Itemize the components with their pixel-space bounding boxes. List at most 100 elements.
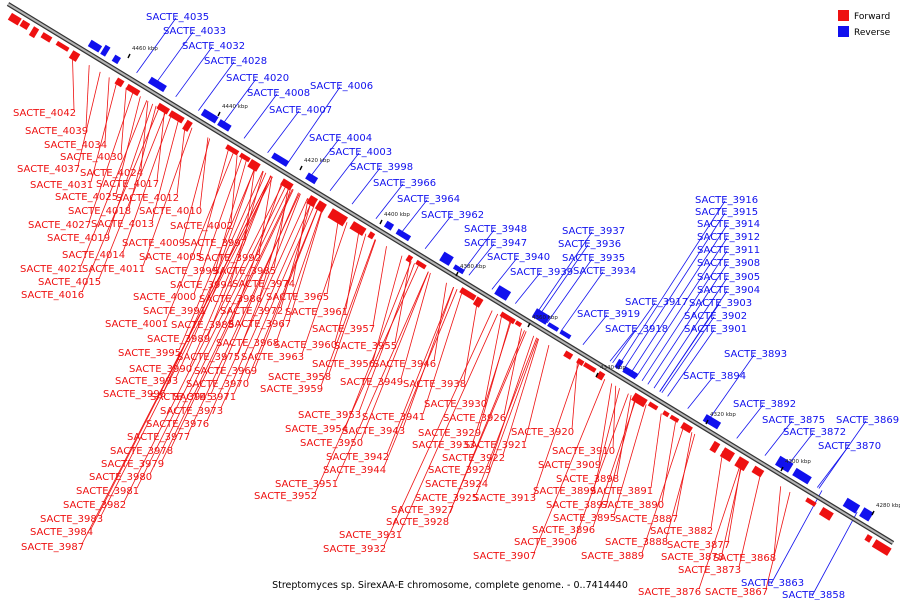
forward-leader-line bbox=[156, 110, 165, 182]
forward-gene-feature bbox=[28, 26, 40, 39]
reverse-gene-label: SACTE_3934 bbox=[573, 266, 636, 277]
forward-gene-label: SACTE_3882 bbox=[650, 526, 713, 537]
forward-leader-line bbox=[187, 193, 300, 435]
scale-tick-mark bbox=[527, 322, 531, 328]
reverse-leader-line bbox=[286, 86, 341, 165]
scale-tick-mark bbox=[595, 372, 599, 378]
forward-gene-label: SACTE_3889 bbox=[581, 551, 644, 562]
forward-leader-line bbox=[178, 166, 256, 351]
forward-gene-label: SACTE_4009 bbox=[122, 238, 185, 249]
reverse-leader-line bbox=[154, 31, 194, 85]
forward-leader-line bbox=[115, 96, 141, 195]
forward-gene-label: SACTE_3931 bbox=[339, 530, 402, 541]
forward-leader-line bbox=[721, 462, 743, 555]
forward-gene-feature bbox=[514, 320, 523, 328]
forward-gene-label: SACTE_3982 bbox=[63, 500, 126, 511]
reverse-leader-line bbox=[462, 229, 495, 272]
forward-gene-label: SACTE_3975 bbox=[177, 352, 240, 363]
forward-gene-label: SACTE_3972 bbox=[220, 306, 283, 317]
reverse-gene-feature bbox=[702, 414, 722, 430]
forward-leader-line bbox=[402, 286, 455, 429]
reverse-gene-feature bbox=[547, 322, 560, 332]
forward-gene-feature bbox=[168, 110, 185, 124]
reverse-leader-line bbox=[736, 404, 764, 439]
forward-gene-feature bbox=[576, 358, 585, 366]
forward-leader-line bbox=[650, 413, 662, 489]
forward-gene-feature bbox=[306, 195, 318, 208]
forward-leader-line bbox=[104, 77, 110, 143]
reverse-gene-feature bbox=[614, 358, 624, 370]
forward-gene-label: SACTE_3891 bbox=[590, 486, 653, 497]
forward-leader-line bbox=[502, 338, 539, 456]
forward-legend-swatch bbox=[838, 10, 849, 21]
forward-gene-label: SACTE_3887 bbox=[615, 514, 678, 525]
forward-gene-label: SACTE_4037 bbox=[17, 164, 80, 175]
forward-gene-label: SACTE_3910 bbox=[552, 446, 615, 457]
forward-gene-label: SACTE_3984 bbox=[30, 527, 93, 538]
reverse-leader-line bbox=[707, 354, 755, 422]
reverse-gene-feature bbox=[452, 264, 465, 275]
scale-tick-label: 4460 kbp bbox=[132, 46, 158, 52]
reverse-gene-label: SACTE_3875 bbox=[762, 415, 825, 426]
forward-gene-feature bbox=[805, 497, 817, 507]
reverse-gene-label: SACTE_3863 bbox=[741, 578, 804, 589]
reverse-leader-line bbox=[424, 215, 452, 249]
forward-gene-feature bbox=[280, 178, 294, 191]
forward-gene-label: SACTE_3986 bbox=[199, 294, 262, 305]
reverse-gene-label: SACTE_3964 bbox=[397, 194, 460, 205]
forward-legend-label: Forward bbox=[854, 12, 890, 22]
forward-leader-line bbox=[488, 335, 535, 468]
forward-gene-feature bbox=[68, 50, 81, 62]
reverse-gene-feature bbox=[200, 108, 219, 124]
reverse-leader-line bbox=[198, 61, 235, 111]
reverse-gene-feature bbox=[622, 366, 639, 380]
reverse-leader-line bbox=[308, 138, 340, 179]
forward-leader-line bbox=[399, 313, 499, 533]
forward-leader-line bbox=[320, 239, 376, 387]
forward-gene-label: SACTE_3895 bbox=[553, 513, 616, 524]
forward-gene-label: SACTE_3920 bbox=[511, 427, 574, 438]
forward-gene-label: SACTE_3970 bbox=[186, 379, 249, 390]
scale-tick-mark bbox=[780, 466, 784, 472]
forward-leader-line bbox=[142, 127, 193, 267]
forward-gene-label: SACTE_3927 bbox=[391, 505, 454, 516]
forward-gene-label: SACTE_3877 bbox=[667, 540, 730, 551]
reverse-gene-label: SACTE_4008 bbox=[247, 88, 310, 99]
forward-gene-feature bbox=[247, 159, 261, 172]
reverse-leader-line bbox=[537, 244, 589, 318]
forward-leader-line bbox=[80, 100, 148, 267]
reverse-gene-label: SACTE_4020 bbox=[226, 73, 289, 84]
forward-gene-label: SACTE_3988 bbox=[171, 320, 234, 331]
forward-gene-label: SACTE_3967 bbox=[228, 319, 291, 330]
reverse-gene-label: SACTE_3998 bbox=[350, 162, 413, 173]
forward-leader-line bbox=[207, 175, 271, 337]
forward-gene-label: SACTE_3946 bbox=[373, 359, 436, 370]
forward-leader-line bbox=[422, 292, 463, 415]
genome-caption: Streptomyces sp. SirexAA-E chromosome, c… bbox=[272, 580, 628, 591]
forward-gene-label: SACTE_3958 bbox=[268, 372, 331, 383]
reverse-leader-line bbox=[667, 329, 715, 397]
forward-gene-label: SACTE_3878 bbox=[661, 552, 724, 563]
forward-gene-label: SACTE_3981 bbox=[76, 486, 139, 497]
forward-leader-line bbox=[165, 152, 234, 322]
forward-gene-feature bbox=[864, 534, 873, 543]
scale-tick-label: 4300 kbp bbox=[785, 459, 811, 465]
scale-tick-label: 4380 kbp bbox=[460, 264, 486, 270]
scale-tick-mark bbox=[705, 419, 709, 425]
forward-gene-label: SACTE_3995 bbox=[118, 348, 181, 359]
forward-gene-label: SACTE_4031 bbox=[30, 180, 93, 191]
forward-gene-feature bbox=[7, 12, 22, 26]
reverse-leader-line bbox=[329, 152, 360, 192]
forward-leader-line bbox=[372, 246, 387, 327]
forward-gene-label: SACTE_3933 bbox=[412, 440, 475, 451]
forward-leader-line bbox=[100, 176, 273, 517]
forward-gene-feature bbox=[40, 32, 53, 43]
forward-gene-label: SACTE_3969 bbox=[194, 366, 257, 377]
reverse-leader-line bbox=[661, 316, 715, 394]
forward-gene-feature bbox=[680, 422, 693, 434]
forward-gene-label: SACTE_3897 bbox=[546, 500, 609, 511]
forward-gene-label: SACTE_4018 bbox=[68, 206, 131, 217]
forward-leader-line bbox=[237, 193, 301, 355]
